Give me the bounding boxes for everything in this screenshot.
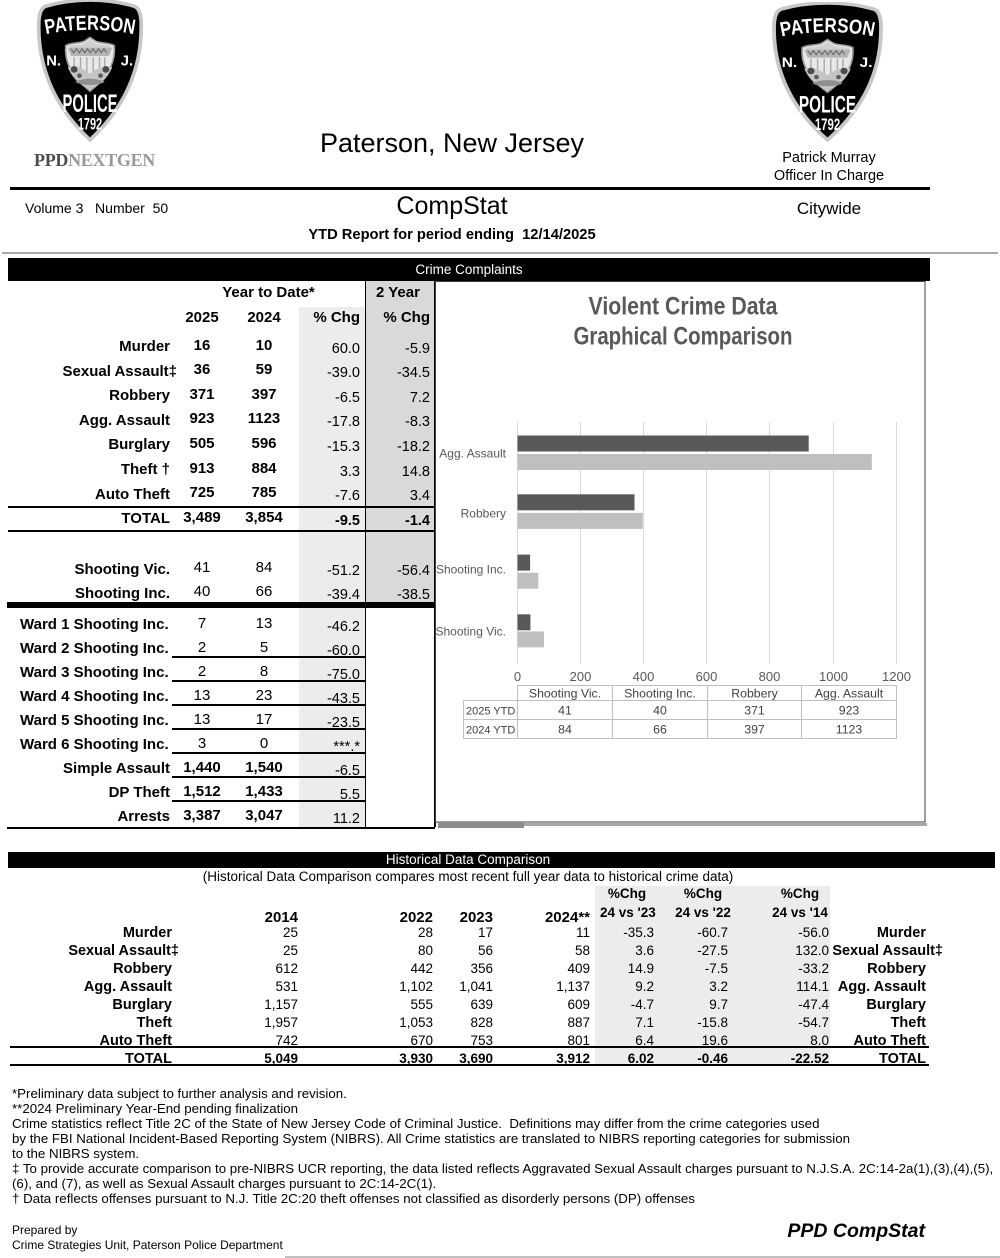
svg-text:66: 66 — [653, 723, 667, 737]
svg-text:2024 YTD: 2024 YTD — [466, 725, 515, 737]
svg-text:Robbery: Robbery — [461, 507, 506, 521]
svg-text:1123: 1123 — [836, 723, 863, 737]
svg-text:2025 YTD: 2025 YTD — [466, 706, 515, 718]
svg-text:84: 84 — [558, 723, 572, 737]
svg-text:Graphical Comparison: Graphical Comparison — [574, 323, 793, 351]
svg-text:371: 371 — [744, 704, 765, 718]
svg-text:400: 400 — [633, 669, 655, 684]
svg-text:923: 923 — [839, 704, 860, 718]
svg-text:Agg. Assault: Agg. Assault — [439, 447, 506, 461]
svg-text:1200: 1200 — [882, 669, 911, 684]
svg-text:Shooting Inc.: Shooting Inc. — [436, 563, 506, 577]
svg-text:40: 40 — [653, 704, 667, 718]
svg-text:Robbery: Robbery — [731, 687, 778, 701]
svg-text:Agg. Assault: Agg. Assault — [815, 687, 884, 701]
svg-text:0: 0 — [514, 669, 521, 684]
svg-text:41: 41 — [558, 704, 572, 718]
svg-text:Shooting Vic.: Shooting Vic. — [529, 687, 601, 701]
svg-text:Violent Crime Data: Violent Crime Data — [589, 293, 779, 321]
svg-text:397: 397 — [744, 723, 765, 737]
svg-text:Shooting Vic.: Shooting Vic. — [436, 625, 507, 639]
svg-text:200: 200 — [570, 669, 592, 684]
svg-text:600: 600 — [696, 669, 718, 684]
svg-text:800: 800 — [759, 669, 781, 684]
svg-text:1000: 1000 — [819, 669, 848, 684]
svg-text:Shooting Inc.: Shooting Inc. — [624, 687, 696, 701]
